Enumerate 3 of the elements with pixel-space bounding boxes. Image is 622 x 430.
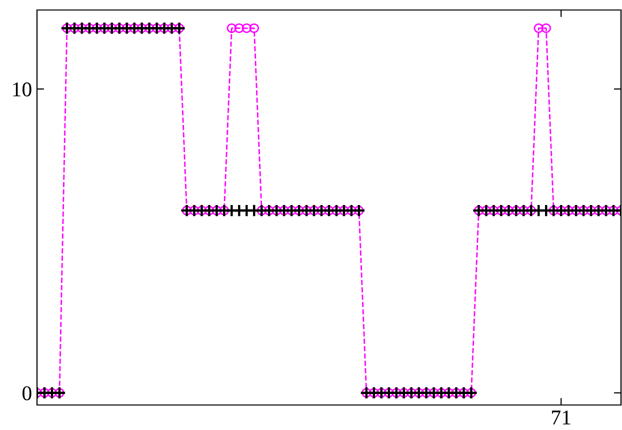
y-tick-label: 0 bbox=[22, 386, 32, 400]
x-tick-label: 71 bbox=[552, 410, 570, 424]
y-tick-label: 10 bbox=[13, 82, 32, 96]
